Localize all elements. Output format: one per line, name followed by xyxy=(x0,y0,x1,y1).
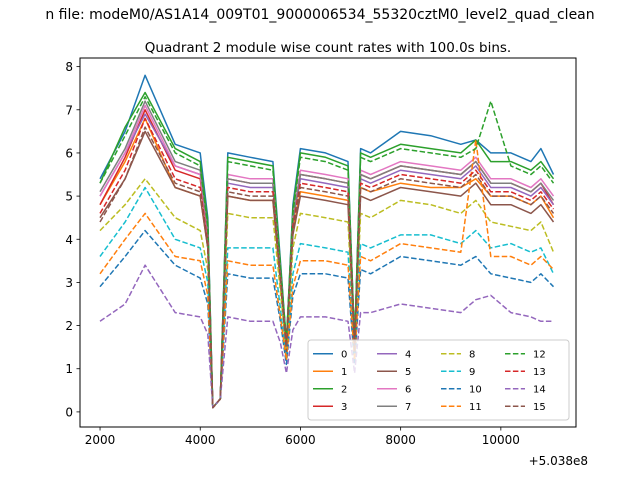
figure-suptitle: n file: modeM0/AS1A14_009T01_9000006534_… xyxy=(45,7,594,23)
legend-label-0: 0 xyxy=(341,349,347,360)
legend-label-8: 8 xyxy=(469,349,475,360)
x-tick-label: 2000 xyxy=(85,433,116,447)
legend-box xyxy=(307,339,570,421)
series-line-5 xyxy=(99,130,555,409)
y-tick-label: 6 xyxy=(65,146,73,160)
legend-label-6: 6 xyxy=(405,384,411,395)
legend-label-12: 12 xyxy=(533,349,546,360)
legend-label-7: 7 xyxy=(405,402,411,413)
legend-label-3: 3 xyxy=(341,402,347,413)
series-line-11 xyxy=(99,139,555,409)
legend-label-4: 4 xyxy=(405,349,411,360)
series-layer xyxy=(99,74,555,409)
x-tick-label: 6000 xyxy=(285,433,316,447)
x-tick-label: 4000 xyxy=(185,433,216,447)
legend-label-14: 14 xyxy=(533,384,546,395)
legend-label-9: 9 xyxy=(469,367,475,378)
y-tick-label: 1 xyxy=(65,362,73,376)
y-axis: 0 1 2 3 4 5 6 7 8 xyxy=(65,60,80,419)
y-tick-label: 3 xyxy=(65,276,73,290)
x-tick-label: 8000 xyxy=(385,433,416,447)
plot-frame xyxy=(79,57,577,428)
legend-label-10: 10 xyxy=(469,384,482,395)
y-tick-label: 4 xyxy=(65,233,73,247)
legend-label-11: 11 xyxy=(469,402,482,413)
legend-label-5: 5 xyxy=(405,367,411,378)
legend-label-1: 1 xyxy=(341,367,347,378)
legend-label-13: 13 xyxy=(533,367,546,378)
chart-title: Quadrant 2 module wise count rates with … xyxy=(145,40,511,56)
y-tick-label: 7 xyxy=(65,103,73,117)
y-tick-label: 2 xyxy=(65,319,73,333)
y-tick-label: 8 xyxy=(65,60,73,74)
y-tick-label: 5 xyxy=(65,190,73,204)
legend-label-2: 2 xyxy=(341,384,347,395)
y-tick-label: 0 xyxy=(65,405,73,419)
series-line-12 xyxy=(99,96,555,409)
series-line-14 xyxy=(99,264,554,409)
series-line-8 xyxy=(99,178,555,409)
series-line-10 xyxy=(99,229,555,409)
legend-label-15: 15 xyxy=(533,402,546,413)
x-tick-label: 10000 xyxy=(482,433,520,447)
x-axis: 2000 4000 6000 8000 10000 xyxy=(85,427,520,447)
series-line-13 xyxy=(99,117,555,409)
series-line-9 xyxy=(99,186,555,409)
series-line-15 xyxy=(99,126,555,409)
x-axis-offset-label: +5.038e8 xyxy=(529,454,588,468)
